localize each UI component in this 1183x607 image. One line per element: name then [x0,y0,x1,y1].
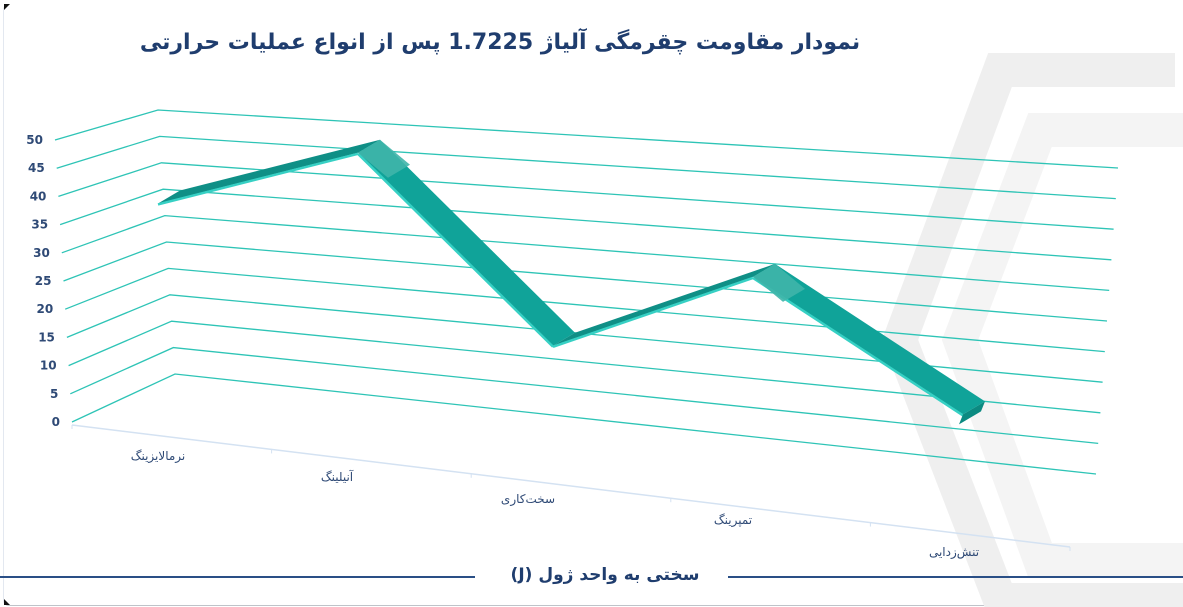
gridline [64,267,1105,353]
watermark-stroke [881,53,1183,607]
data-series-ribbon [157,139,985,425]
x-axis-categories: نرمالایزینگ آنیلینگ سخت‌کاری تمپرینگ تنش‌زدا… [131,449,979,560]
y-tick-label: 0 [52,415,60,429]
ribbon-edge [157,152,359,206]
gridline [68,320,1101,414]
watermark-stroke [941,113,1183,577]
gridline [59,188,1112,261]
ribbon-edge [357,152,554,348]
y-tick-label: 45 [28,161,45,175]
footer-divider-left [0,576,475,578]
ribbon-end-cap [959,401,985,425]
ribbon-segment [753,263,985,415]
gridline [66,294,1103,383]
x-axis-line [71,424,1071,548]
gridline [70,346,1099,445]
y-tick-label: 30 [33,246,50,260]
y-tick-label: 35 [31,218,48,232]
y-tick-label: 10 [40,359,57,373]
x-category-label: سخت‌کاری [501,492,555,507]
y-tick-label: 25 [35,274,52,288]
gridline [58,162,1114,230]
gridline [54,109,1119,169]
footer-divider-right [728,576,1183,578]
x-category-label: نرمالایزینگ [131,449,186,464]
ribbon-edge [552,276,754,348]
gridline [56,135,1116,200]
y-tick-label: 5 [50,387,58,401]
frame-corner [4,599,10,605]
gridline [63,241,1108,322]
y-axis-ticks: 0 5 10 15 20 25 30 35 40 45 50 [26,133,60,429]
ribbon-segment [553,263,775,346]
y-tick-label: 20 [36,302,53,316]
ribbon-segment [358,139,575,346]
gridline [61,214,1110,292]
ribbon-highlight [753,263,805,302]
x-category-label: تنش‌زدایی [929,545,979,560]
x-category-label: تمپرینگ [714,513,752,528]
y-tick-label: 50 [26,133,43,147]
ribbon-highlight [358,139,410,178]
watermark-logo-icon [881,53,1183,607]
chart-title: نمودار مقاومت چقرمگی آلیاژ 1.7225 پس از … [139,30,861,55]
frame-corner [4,4,10,10]
y-axis-unit-label: سختی به واحد ژول (J) [510,565,700,585]
ribbon-segment [158,139,380,204]
x-axis-floor [71,424,1071,551]
y-tick-label: 40 [30,189,47,203]
y-tick-label: 15 [38,330,55,344]
gridline [71,373,1097,475]
x-category-label: آنیلینگ [321,469,354,484]
ribbon-edge [752,276,964,417]
